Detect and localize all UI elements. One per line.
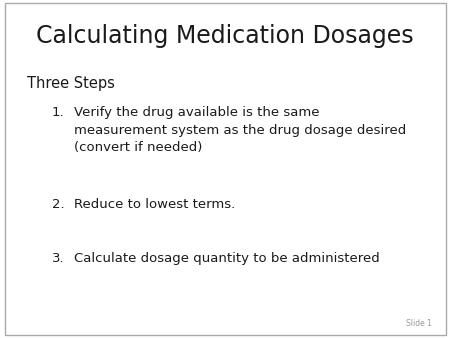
Text: 2.: 2. [52, 198, 64, 211]
Text: 1.: 1. [52, 106, 64, 119]
Text: Calculate dosage quantity to be administered: Calculate dosage quantity to be administ… [74, 252, 380, 265]
Text: Three Steps: Three Steps [27, 76, 115, 91]
Text: Slide 1: Slide 1 [406, 319, 432, 328]
Text: Verify the drug available is the same
measurement system as the drug dosage desi: Verify the drug available is the same me… [74, 106, 406, 154]
Text: Reduce to lowest terms.: Reduce to lowest terms. [74, 198, 235, 211]
Text: Calculating Medication Dosages: Calculating Medication Dosages [36, 24, 414, 48]
Text: 3.: 3. [52, 252, 64, 265]
